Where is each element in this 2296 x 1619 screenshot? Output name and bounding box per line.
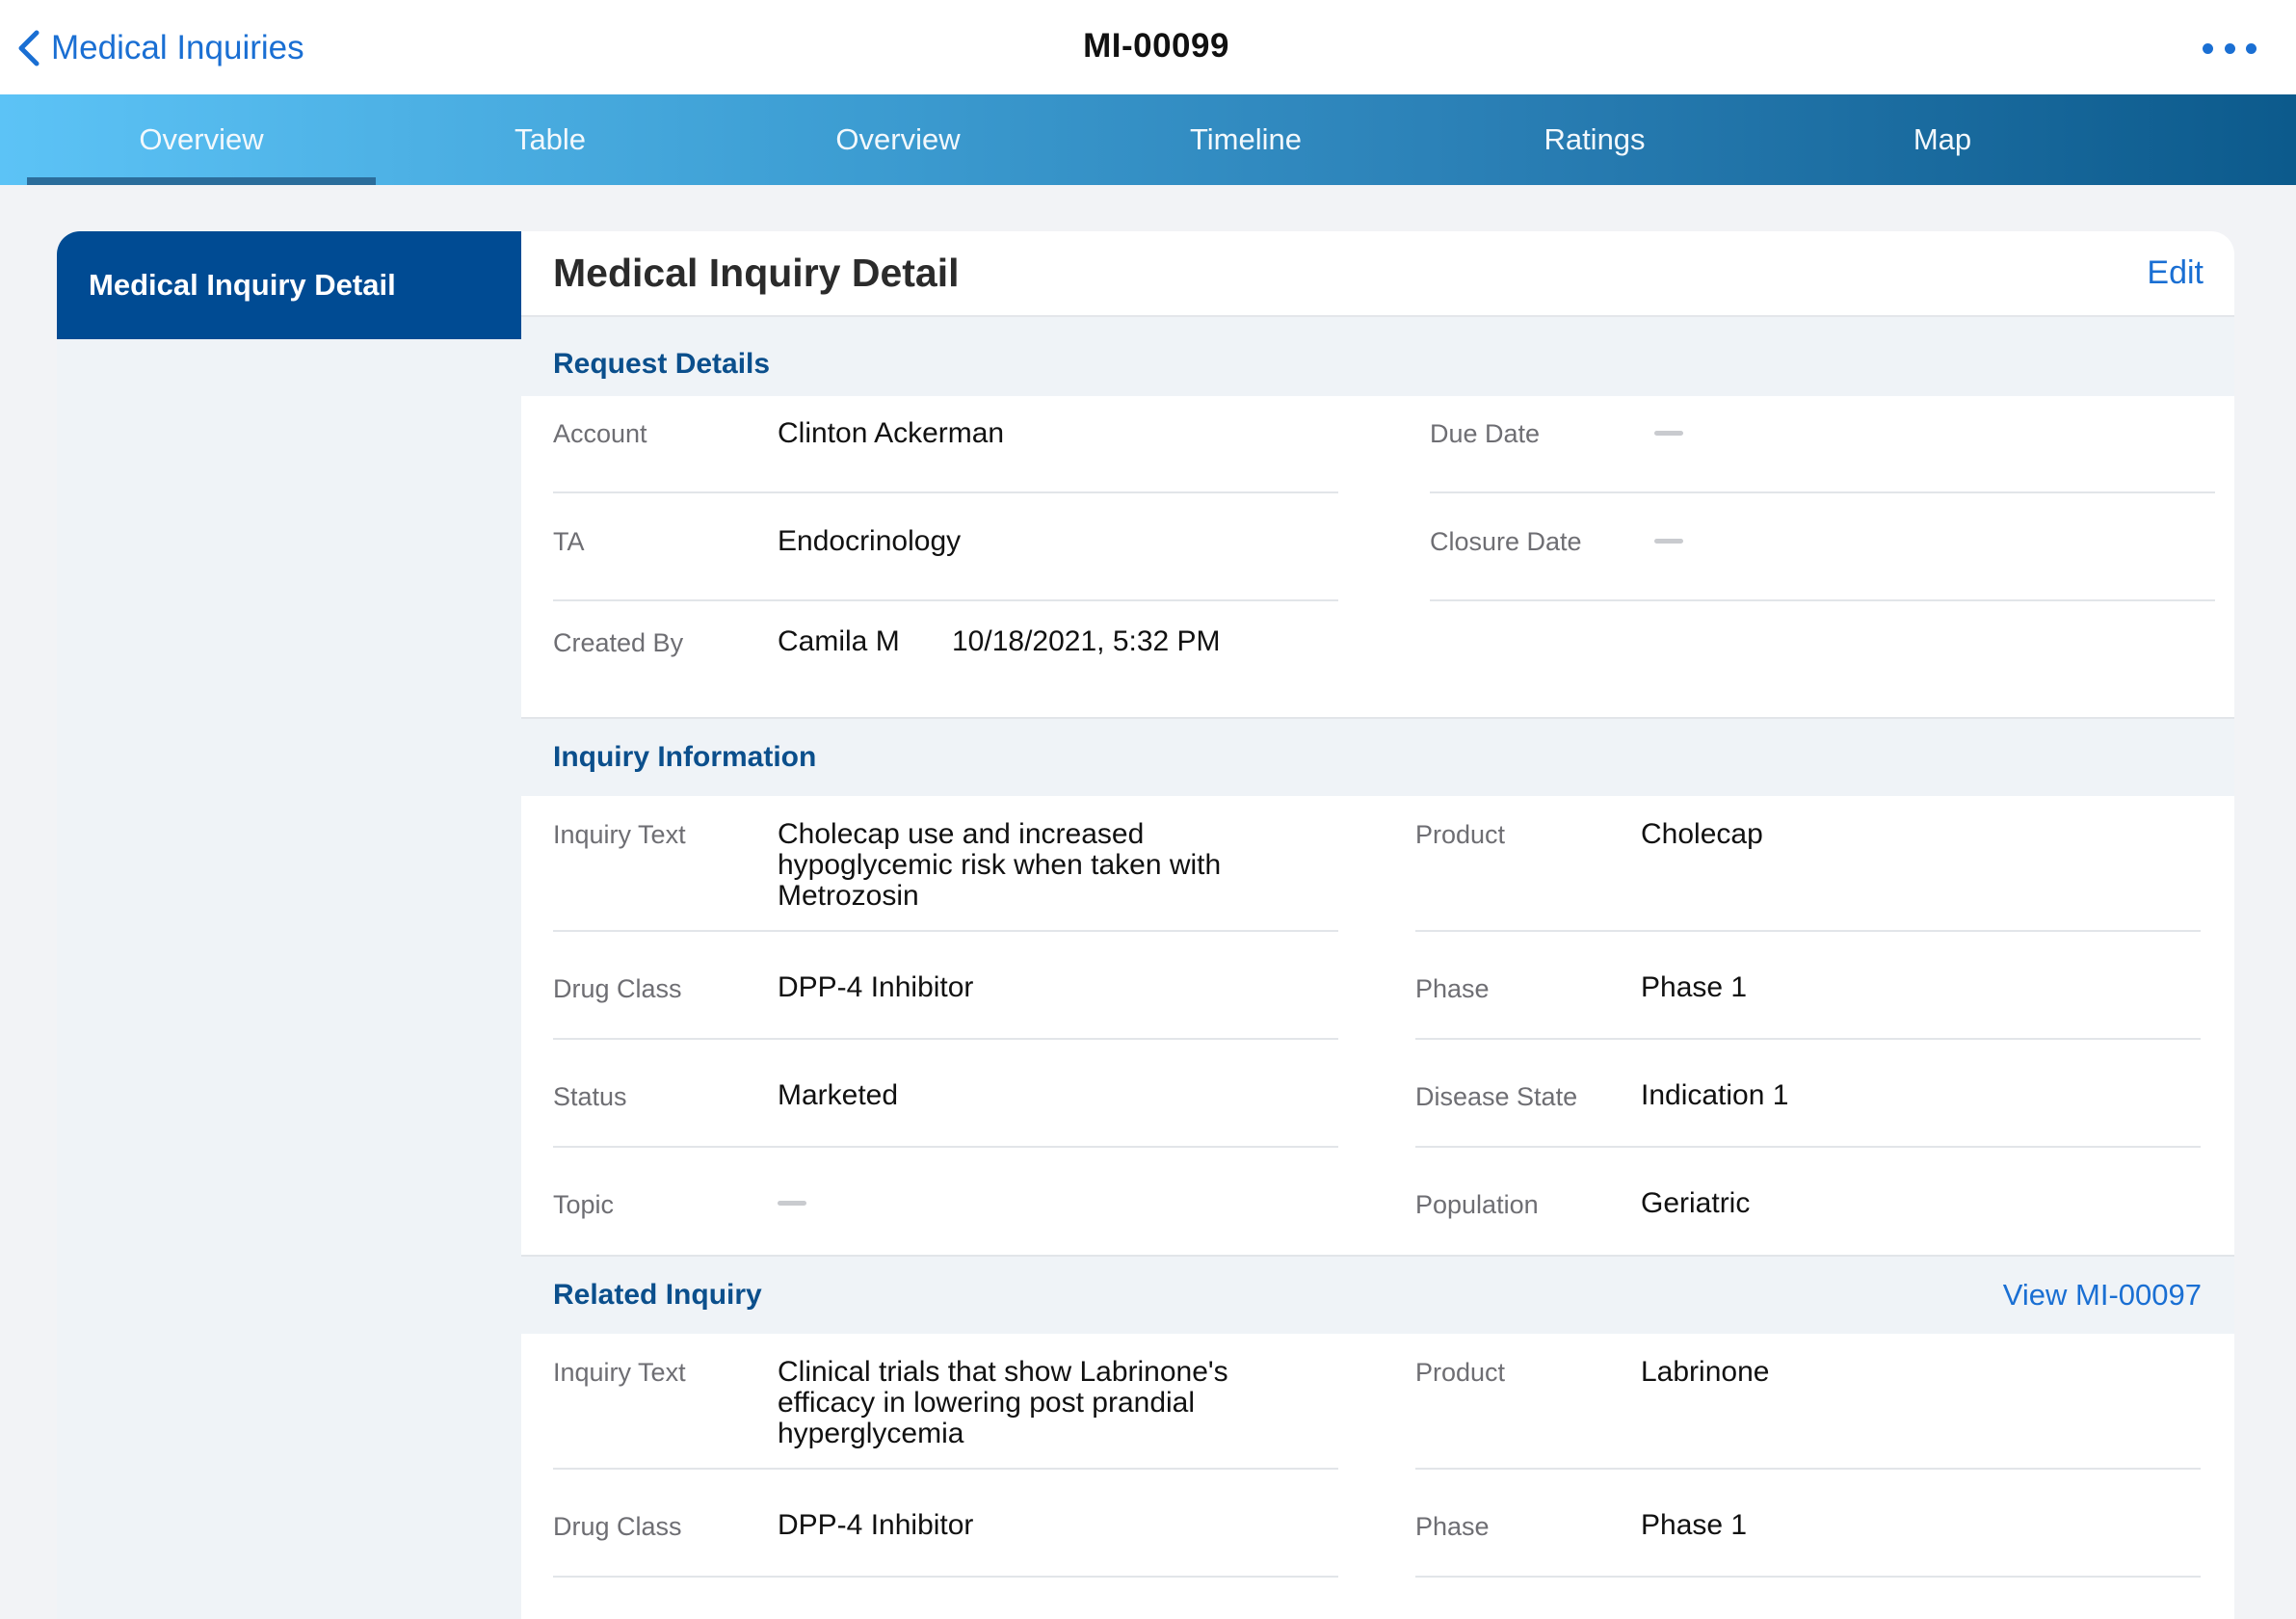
account-label: Account	[553, 419, 647, 448]
more-dot	[2203, 42, 2213, 54]
phase-value: Phase 1	[1641, 971, 1748, 1003]
product-value: Labrinone	[1641, 1356, 1770, 1388]
product-value: Cholecap	[1641, 818, 1763, 850]
divider	[553, 1468, 1338, 1470]
due-date-label: Due Date	[1430, 419, 1541, 448]
status-label: Status	[553, 1082, 627, 1111]
inquiry-text-label: Inquiry Text	[553, 1358, 686, 1387]
disease-state-label: Disease State	[1415, 1082, 1578, 1111]
divider	[553, 1038, 1338, 1040]
inquiry-text-line: efficacy in lowering post prandial	[778, 1387, 1196, 1419]
chevron-left-icon	[18, 30, 40, 66]
population-label: Population	[1415, 1190, 1539, 1219]
tab-map[interactable]: Map	[1913, 122, 1972, 156]
empty-value-dash	[1654, 539, 1683, 544]
created-date-value: 10/18/2021, 5:32 PM	[952, 625, 1221, 657]
divider	[1430, 599, 2215, 601]
divider	[553, 599, 1338, 601]
related-inquiry-body: Inquiry Text Clinical trials that show L…	[521, 1334, 2234, 1619]
inquiry-text-line: hyperglycemia	[778, 1418, 964, 1449]
tab-timeline[interactable]: Timeline	[1190, 122, 1302, 156]
inquiry-text-line: Clinical trials that show Labrinone's	[778, 1356, 1228, 1388]
inquiry-text-value: Cholecap use and increased hypoglycemic …	[778, 819, 1221, 912]
inquiry-text-line: Metrozosin	[778, 880, 919, 912]
section-title: Request Details	[553, 348, 771, 380]
inquiry-information-section: Inquiry Information	[521, 719, 2234, 796]
section-title: Related Inquiry	[553, 1279, 762, 1311]
detail-card: Medical Inquiry Detail Edit Request Deta…	[521, 231, 2234, 1619]
inquiry-text-label: Inquiry Text	[553, 820, 686, 849]
tab-ratings[interactable]: Ratings	[1544, 122, 1646, 156]
section-divider	[521, 1255, 2234, 1257]
divider	[1415, 1038, 2201, 1040]
account-value: Clinton Ackerman	[778, 417, 1005, 449]
view-related-inquiry-link[interactable]: View MI-00097	[2002, 1278, 2202, 1312]
sidebar: Medical Inquiry Detail	[57, 231, 522, 1619]
phase-value: Phase 1	[1641, 1509, 1748, 1541]
card-title: Medical Inquiry Detail	[553, 251, 960, 295]
inquiry-text-line: hypoglycemic risk when taken with	[778, 849, 1222, 881]
empty-value-dash	[1654, 431, 1683, 436]
more-dot	[2224, 42, 2235, 54]
sidebar-item-medical-inquiry-detail[interactable]: Medical Inquiry Detail	[57, 231, 522, 339]
drug-class-label: Drug Class	[553, 1512, 682, 1541]
divider	[1415, 1576, 2201, 1578]
phase-label: Phase	[1415, 1512, 1490, 1541]
request-details-section: Request Details Account Clinton Ackerman…	[521, 317, 2234, 628]
section-divider	[521, 717, 2234, 719]
back-button[interactable]: Medical Inquiries	[13, 27, 304, 69]
request-details-body: Account Clinton Ackerman Due Date TA End…	[521, 396, 2234, 628]
tab-bar: Overview Table Overview Timeline Ratings…	[0, 94, 2296, 185]
drug-class-label: Drug Class	[553, 974, 682, 1003]
section-title: Inquiry Information	[553, 741, 817, 773]
population-value: Geriatric	[1641, 1187, 1751, 1219]
drug-class-value: DPP-4 Inhibitor	[778, 971, 974, 1003]
tab-overview[interactable]: Overview	[27, 94, 376, 185]
divider	[1415, 930, 2201, 932]
product-label: Product	[1415, 1358, 1506, 1387]
topic-label: Topic	[553, 1190, 615, 1219]
divider	[1430, 491, 2215, 493]
ta-value: Endocrinology	[778, 525, 962, 557]
status-value: Marketed	[778, 1079, 899, 1111]
divider	[553, 1146, 1338, 1148]
drug-class-value: DPP-4 Inhibitor	[778, 1509, 974, 1541]
tab-table[interactable]: Table	[514, 122, 587, 156]
divider	[1415, 1146, 2201, 1148]
tab-overview-2[interactable]: Overview	[835, 122, 961, 156]
divider	[1415, 1468, 2201, 1470]
inquiry-information-body: Inquiry Text Cholecap use and increased …	[521, 796, 2234, 1255]
back-button-label: Medical Inquiries	[51, 29, 304, 66]
product-label: Product	[1415, 820, 1506, 849]
card-header: Medical Inquiry Detail Edit	[521, 231, 2234, 317]
created-by-value: Camila M	[778, 625, 900, 657]
edit-button[interactable]: Edit	[2147, 254, 2204, 291]
phase-label: Phase	[1415, 974, 1490, 1003]
more-dot	[2246, 42, 2256, 54]
inquiry-text-value: Clinical trials that show Labrinone's ef…	[778, 1357, 1228, 1449]
created-by-label: Created By	[553, 628, 684, 657]
closure-date-label: Closure Date	[1430, 527, 1582, 556]
disease-state-value: Indication 1	[1641, 1079, 1789, 1111]
ta-label: TA	[553, 527, 585, 556]
more-options-button[interactable]	[2203, 35, 2256, 62]
navigation-bar: Medical Inquiries MI-00099	[0, 0, 2296, 94]
empty-value-dash	[778, 1201, 806, 1206]
divider	[553, 491, 1338, 493]
related-inquiry-section: Related Inquiry View MI-00097	[521, 1257, 2234, 1334]
divider	[553, 1576, 1338, 1578]
page-title: MI-00099	[1083, 27, 1229, 65]
inquiry-text-line: Cholecap use and increased	[778, 818, 1145, 850]
divider	[553, 930, 1338, 932]
